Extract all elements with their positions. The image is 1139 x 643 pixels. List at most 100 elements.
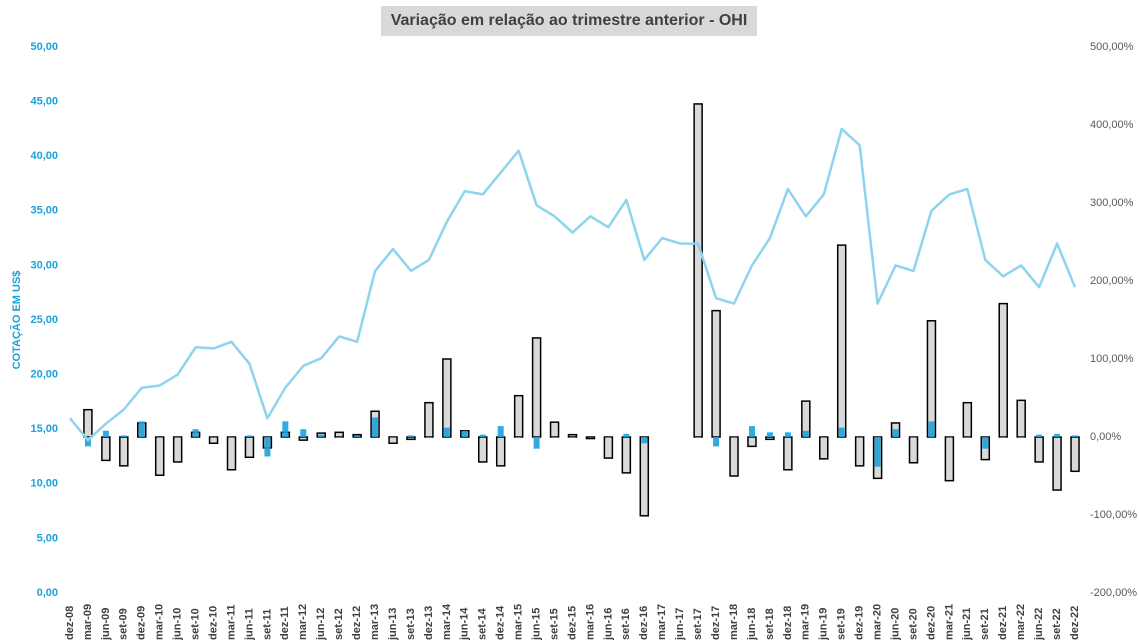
- bar: [729, 436, 739, 477]
- bar: [244, 436, 255, 459]
- bar: [318, 434, 325, 437]
- bar: [892, 429, 899, 437]
- bar: [407, 435, 414, 437]
- bar: [461, 430, 468, 437]
- y2-tick-label: 100,00%: [1090, 353, 1134, 365]
- bar: [174, 437, 181, 438]
- bar: [1018, 437, 1025, 438]
- bar: [226, 436, 237, 471]
- bar: [497, 426, 504, 437]
- bar: [605, 437, 612, 438]
- price-line: [69, 127, 1077, 442]
- y-tick-label: 20,00: [30, 369, 58, 381]
- bar: [1036, 434, 1043, 437]
- y-tick-label: 5,00: [37, 532, 58, 544]
- bar: [246, 435, 253, 437]
- bar: [531, 337, 542, 438]
- x-tick-label: mar-15: [513, 604, 525, 640]
- bar: [836, 244, 847, 438]
- x-tick-label: mar-11: [225, 605, 237, 640]
- y2-tick-label: 500,00%: [1090, 41, 1134, 53]
- bar: [998, 302, 1008, 438]
- x-tick-label: dez-08: [64, 606, 76, 640]
- x-tick-label: jun-13: [387, 608, 399, 641]
- x-tick-label: set-16: [620, 608, 632, 640]
- x-tick-label: mar-10: [154, 604, 166, 640]
- x-tick-label: set-19: [836, 608, 848, 640]
- bar: [228, 437, 235, 438]
- x-tick-label: dez-15: [566, 606, 578, 640]
- x-tick-label: jun-17: [674, 608, 686, 641]
- x-tick-label: set-15: [548, 608, 560, 640]
- bar: [783, 436, 793, 471]
- x-tick-label: dez-10: [207, 606, 219, 640]
- bar: [101, 436, 111, 462]
- bar: [300, 429, 307, 437]
- bar: [83, 408, 93, 438]
- x-tick-label: mar-14: [441, 603, 453, 640]
- y-tick-label: 10,00: [30, 478, 58, 490]
- bar: [1072, 435, 1079, 437]
- y-axis-title: COTAÇÃO EM US$: [10, 271, 23, 370]
- bar: [819, 436, 829, 460]
- x-tick-label: dez-18: [782, 606, 794, 640]
- bar: [766, 432, 773, 437]
- bar: [731, 437, 738, 438]
- bar: [138, 421, 145, 437]
- x-tick-label: jun-20: [889, 608, 901, 641]
- bar: [515, 437, 522, 438]
- bar: [1016, 399, 1026, 438]
- bar: [210, 437, 217, 438]
- y2-tick-label: 200,00%: [1090, 275, 1134, 287]
- bar: [84, 437, 91, 447]
- bar: [154, 436, 165, 476]
- bar: [641, 437, 648, 444]
- x-tick-label: dez-22: [1069, 606, 1081, 640]
- x-tick-label: set-11: [261, 609, 273, 640]
- bar: [533, 437, 540, 449]
- bar: [192, 429, 199, 437]
- y2-tick-label: 0,00%: [1090, 431, 1121, 443]
- x-tick-label: jun-11: [243, 608, 255, 641]
- x-tick-label: jun-10: [172, 608, 184, 641]
- x-tick-label: dez-19: [854, 606, 866, 640]
- bar: [944, 436, 955, 482]
- bar: [587, 437, 594, 438]
- x-tick-label: mar-20: [872, 604, 884, 640]
- bar: [1000, 437, 1007, 438]
- bar: [854, 436, 865, 467]
- bar: [908, 436, 919, 464]
- bar: [208, 436, 219, 444]
- x-tick-label: set-10: [190, 608, 202, 640]
- bar: [478, 436, 488, 463]
- y2-tick-label: 300,00%: [1090, 197, 1134, 209]
- bar: [354, 435, 361, 437]
- bar: [838, 427, 845, 437]
- bar: [336, 437, 343, 438]
- bar: [569, 437, 576, 438]
- bar: [820, 437, 827, 438]
- bar: [621, 436, 632, 474]
- x-tick-label: set-12: [333, 608, 345, 640]
- x-tick-label: set-22: [1051, 608, 1063, 640]
- x-tick-label: jun-21: [961, 608, 973, 641]
- bar: [695, 437, 702, 438]
- x-tick-label: dez-17: [710, 606, 722, 640]
- title-background: [381, 6, 757, 36]
- x-tick-label: set-18: [764, 608, 776, 640]
- x-tick-label: mar-18: [728, 604, 740, 640]
- x-tick-label: mar-13: [369, 604, 381, 640]
- y-tick-label: 25,00: [30, 314, 58, 326]
- bar: [567, 433, 578, 438]
- x-tick-label: dez-13: [423, 606, 435, 640]
- bar: [443, 427, 450, 437]
- chart-title: Variação em relação ao trimestre anterio…: [391, 12, 748, 29]
- x-tick-label: jun-14: [459, 607, 471, 641]
- bar: [802, 430, 809, 437]
- y-tick-label: 40,00: [30, 150, 58, 162]
- x-tick-label: set-09: [118, 608, 130, 640]
- y-tick-label: 30,00: [30, 259, 58, 271]
- bar: [119, 436, 129, 467]
- bar: [479, 434, 486, 437]
